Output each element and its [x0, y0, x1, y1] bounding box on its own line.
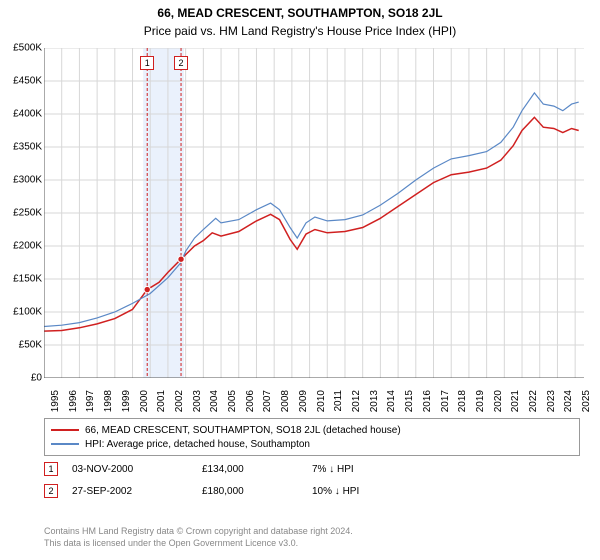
x-tick-label: 1999 — [121, 390, 132, 418]
y-tick-label: £100K — [2, 307, 42, 318]
x-tick-label: 2020 — [493, 390, 504, 418]
sale-vs-hpi: 7% ↓ HPI — [312, 464, 354, 475]
legend-row: 66, MEAD CRESCENT, SOUTHAMPTON, SO18 2JL… — [51, 423, 573, 437]
legend-box: 66, MEAD CRESCENT, SOUTHAMPTON, SO18 2JL… — [44, 418, 580, 456]
y-tick-label: £200K — [2, 241, 42, 252]
y-tick-label: £0 — [2, 373, 42, 384]
x-tick-label: 2023 — [546, 390, 557, 418]
attribution-line-1: Contains HM Land Registry data © Crown c… — [44, 526, 353, 536]
x-tick-label: 2006 — [245, 390, 256, 418]
y-tick-label: £400K — [2, 109, 42, 120]
marker-badge-2: 2 — [174, 56, 188, 70]
x-tick-label: 2024 — [563, 390, 574, 418]
x-tick-label: 2010 — [316, 390, 327, 418]
x-tick-label: 2005 — [227, 390, 238, 418]
x-tick-label: 2019 — [475, 390, 486, 418]
attribution-line-2: This data is licensed under the Open Gov… — [44, 538, 298, 548]
x-tick-label: 2000 — [139, 390, 150, 418]
sale-date: 03-NOV-2000 — [72, 464, 202, 475]
x-tick-label: 2022 — [528, 390, 539, 418]
plot-svg — [44, 48, 584, 378]
x-tick-label: 2004 — [209, 390, 220, 418]
x-tick-label: 2018 — [457, 390, 468, 418]
plot-area — [44, 48, 584, 378]
x-tick-label: 2008 — [280, 390, 291, 418]
x-tick-label: 2002 — [174, 390, 185, 418]
x-tick-label: 2014 — [386, 390, 397, 418]
y-tick-label: £50K — [2, 340, 42, 351]
x-tick-label: 2007 — [262, 390, 273, 418]
sale-row-1: 1 03-NOV-2000£134,0007% ↓ HPI — [44, 462, 580, 476]
x-tick-label: 2001 — [156, 390, 167, 418]
chart-container: 66, MEAD CRESCENT, SOUTHAMPTON, SO18 2JL… — [0, 0, 600, 560]
legend-swatch — [51, 443, 79, 445]
x-tick-label: 2012 — [351, 390, 362, 418]
x-tick-label: 1995 — [50, 390, 61, 418]
sale-badge: 1 — [44, 462, 58, 476]
sale-price: £180,000 — [202, 486, 312, 497]
x-tick-label: 2021 — [510, 390, 521, 418]
sale-price: £134,000 — [202, 464, 312, 475]
x-tick-label: 2017 — [440, 390, 451, 418]
x-tick-label: 2009 — [298, 390, 309, 418]
x-tick-label: 2016 — [422, 390, 433, 418]
y-tick-label: £500K — [2, 43, 42, 54]
legend-label: 66, MEAD CRESCENT, SOUTHAMPTON, SO18 2JL… — [85, 425, 401, 436]
x-tick-label: 2013 — [369, 390, 380, 418]
x-tick-label: 2015 — [404, 390, 415, 418]
x-tick-label: 2011 — [333, 390, 344, 418]
legend-row: HPI: Average price, detached house, Sout… — [51, 437, 573, 451]
y-tick-label: £350K — [2, 142, 42, 153]
y-tick-label: £450K — [2, 76, 42, 87]
y-tick-label: £250K — [2, 208, 42, 219]
x-tick-label: 2025 — [581, 390, 592, 418]
sale-badge: 2 — [44, 484, 58, 498]
chart-title-1: 66, MEAD CRESCENT, SOUTHAMPTON, SO18 2JL — [0, 0, 600, 20]
legend-label: HPI: Average price, detached house, Sout… — [85, 439, 310, 450]
x-tick-label: 1997 — [85, 390, 96, 418]
sale-vs-hpi: 10% ↓ HPI — [312, 486, 359, 497]
y-tick-label: £150K — [2, 274, 42, 285]
sale-row-2: 2 27-SEP-2002£180,00010% ↓ HPI — [44, 484, 580, 498]
sale-date: 27-SEP-2002 — [72, 486, 202, 497]
x-tick-label: 1996 — [68, 390, 79, 418]
legend-swatch — [51, 429, 79, 432]
x-tick-label: 1998 — [103, 390, 114, 418]
chart-title-2: Price paid vs. HM Land Registry's House … — [0, 20, 600, 38]
y-tick-label: £300K — [2, 175, 42, 186]
marker-badge-1: 1 — [140, 56, 154, 70]
x-tick-label: 2003 — [192, 390, 203, 418]
